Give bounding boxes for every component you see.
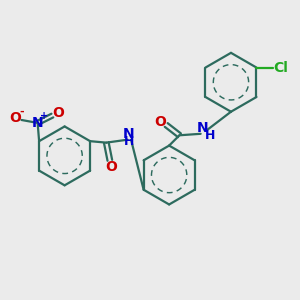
Text: O: O xyxy=(10,111,22,124)
Text: H: H xyxy=(124,135,134,148)
Text: N: N xyxy=(197,121,209,135)
Text: -: - xyxy=(20,107,24,117)
Text: N: N xyxy=(123,128,135,141)
Text: N: N xyxy=(32,116,44,130)
Text: Cl: Cl xyxy=(274,61,288,75)
Text: +: + xyxy=(40,111,48,122)
Text: O: O xyxy=(154,115,166,129)
Text: O: O xyxy=(105,160,117,174)
Text: H: H xyxy=(205,129,215,142)
Text: O: O xyxy=(52,106,64,120)
